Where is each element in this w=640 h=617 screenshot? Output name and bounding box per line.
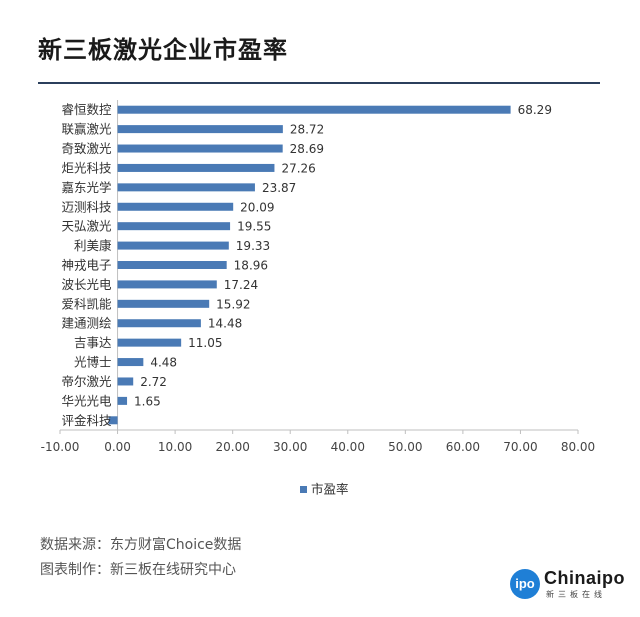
data-label: 19.33 (236, 239, 270, 253)
category-label: 天弘激光 (62, 219, 112, 234)
category-label: 睿恒数控 (62, 102, 113, 117)
category-label: 联赢激光 (62, 122, 112, 137)
x-tick-label: 50.00 (388, 440, 422, 454)
bar (117, 144, 283, 153)
category-label: 帝尔激光 (62, 374, 112, 389)
category-label: 奇致激光 (62, 141, 112, 156)
data-label: 20.09 (240, 200, 274, 214)
category-label: 吉事达 (74, 335, 112, 350)
x-tick-label: -10.00 (41, 440, 80, 454)
x-tick-label: 60.00 (446, 440, 480, 454)
data-label: 4.48 (150, 356, 177, 370)
data-label: 2.72 (140, 375, 167, 389)
data-label: 18.96 (234, 259, 268, 273)
category-label: 神戎电子 (62, 258, 112, 273)
category-label: 爱科凯能 (62, 296, 113, 311)
bar (117, 222, 231, 231)
logo-subtitle: 新三板在线 (546, 590, 606, 599)
bar (117, 358, 144, 367)
bar (117, 261, 227, 269)
legend-swatch (300, 486, 307, 493)
bar (117, 377, 134, 386)
x-tick-label: 30.00 (273, 440, 307, 454)
data-label: 17.24 (224, 278, 258, 292)
bar (117, 396, 128, 405)
x-tick-label: 10.00 (158, 440, 192, 454)
data-label: 28.69 (290, 142, 324, 156)
x-tick-label: 70.00 (503, 440, 537, 454)
chinaipo-logo: ipo Chinaipo 新三板在线 (510, 566, 625, 602)
data-label: 15.92 (216, 297, 250, 311)
data-label: 27.26 (281, 161, 315, 175)
chart-credit-note: 图表制作：新三板在线研究中心 (40, 562, 236, 578)
data-label: 68.29 (518, 103, 552, 117)
category-label: 评金科技 (62, 413, 113, 428)
title-divider (38, 82, 600, 84)
bar (117, 183, 255, 192)
bar (117, 241, 229, 250)
page-title: 新三板激光企业市盈率 (38, 36, 288, 64)
bar (117, 299, 210, 308)
x-tick-label: 0.00 (104, 440, 131, 454)
x-tick-label: 20.00 (215, 440, 249, 454)
category-label: 迈测科技 (62, 199, 113, 214)
bar (117, 280, 217, 289)
bar (117, 105, 511, 114)
category-label: 华光光电 (62, 393, 113, 408)
x-tick-label: 40.00 (331, 440, 365, 454)
data-label: 1.65 (134, 394, 161, 408)
bar-chart: -10.00 0.00 10.00 20.00 30.00 40.00 50.00 60.00… (41, 100, 595, 497)
category-label: 嘉东光学 (62, 180, 112, 195)
bar (117, 202, 234, 211)
category-label: 利美康 (74, 238, 112, 253)
data-label: 19.55 (237, 220, 271, 234)
category-label: 光博士 (74, 355, 112, 370)
data-label: 28.72 (290, 123, 324, 137)
category-label: 波长光电 (62, 277, 113, 292)
logo-badge: ipo (510, 569, 540, 599)
bar (108, 416, 118, 425)
data-label: 23.87 (262, 181, 296, 195)
data-source-note: 数据来源：东方财富Choice数据 (40, 537, 242, 553)
bar (117, 125, 283, 134)
bar (117, 319, 201, 328)
x-tick-label: 80.00 (561, 440, 595, 454)
data-label: 14.48 (208, 317, 242, 331)
category-label: 炬光科技 (62, 160, 113, 175)
category-label: 建通测绘 (62, 316, 112, 331)
logo-wordmark: Chinaipo (544, 568, 625, 588)
bar (117, 163, 275, 172)
data-label: 11.05 (188, 336, 222, 350)
bar (117, 338, 182, 347)
legend-label: 市盈率 (311, 482, 349, 497)
